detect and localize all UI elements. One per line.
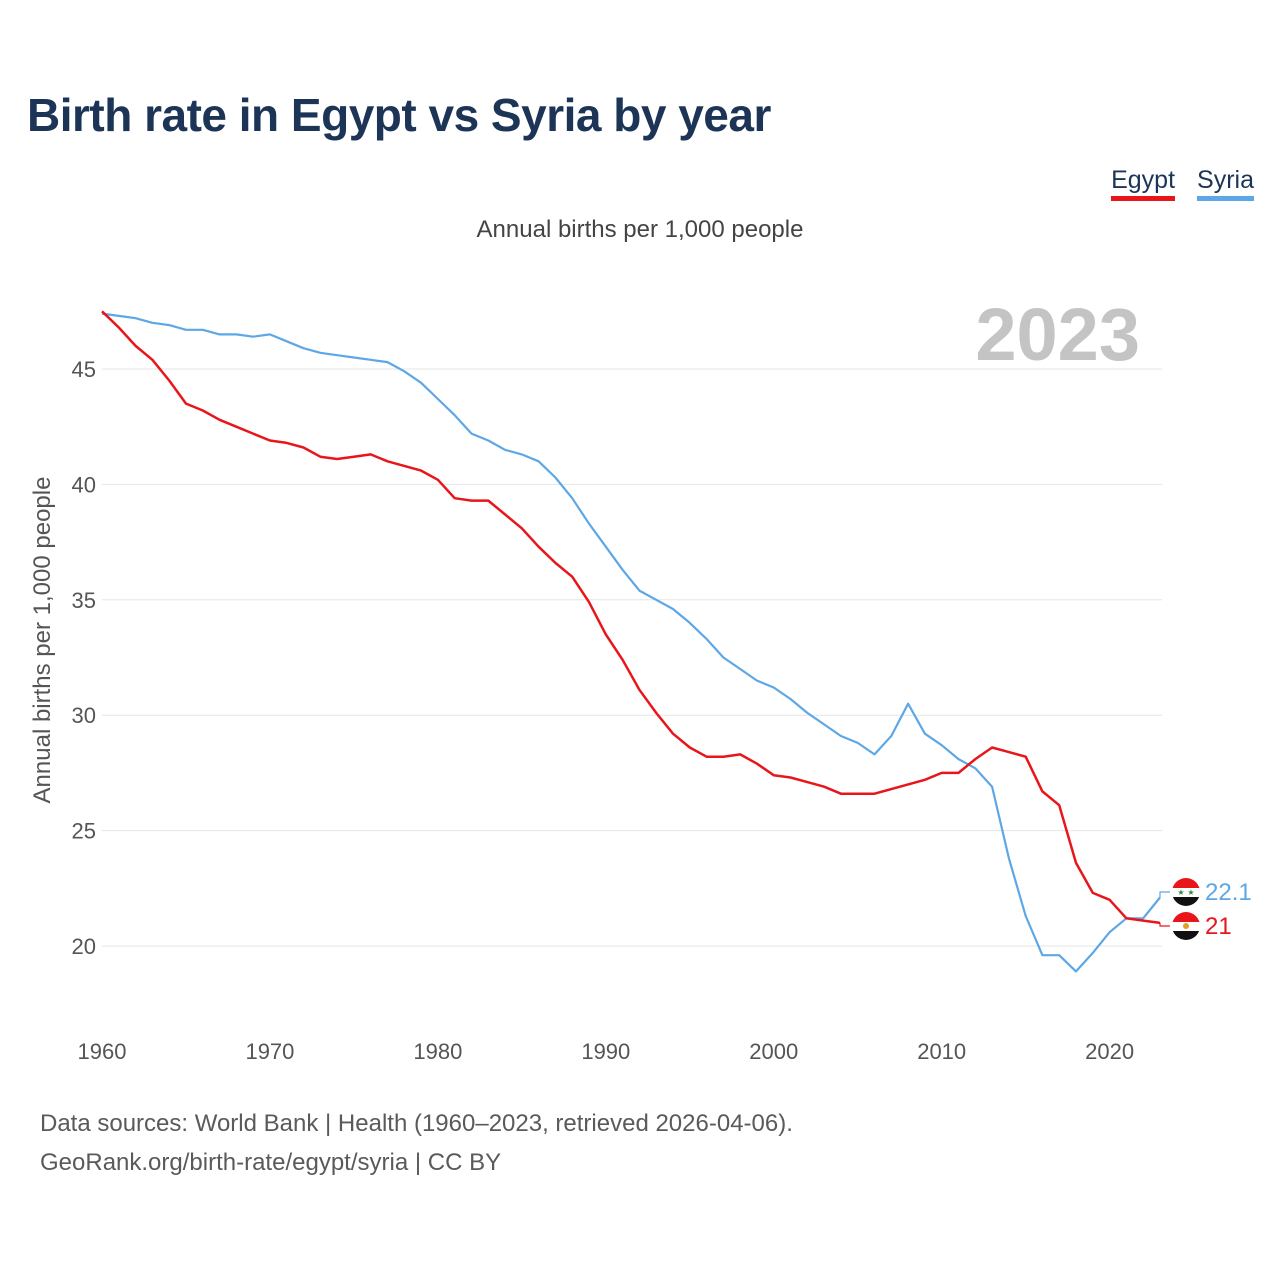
legend-item-egypt[interactable]: Egypt: [1111, 166, 1176, 201]
attribution-link[interactable]: GeoRank.org/birth-rate/egypt/syria | CC …: [40, 1149, 502, 1176]
series-line-syria[interactable]: [101, 312, 1161, 973]
x-tick-label: 1960: [78, 1039, 127, 1064]
year-watermark: 2023: [975, 293, 1140, 376]
svg-text:★: ★: [1177, 888, 1184, 897]
end-labels: ★ ★ 22.1 21: [1172, 878, 1252, 940]
y-tick-label: 25: [72, 819, 96, 844]
end-label-egypt: 21: [1205, 913, 1232, 940]
y-axis-title: Annual births per 1,000 people: [29, 477, 56, 804]
leader-line-egypt: [1159, 922, 1170, 927]
legend: Egypt Syria: [1111, 166, 1254, 201]
x-tick-label: 2000: [749, 1039, 798, 1064]
x-tick-label: 2020: [1085, 1039, 1134, 1064]
y-tick-label: 35: [72, 588, 96, 613]
egypt-flag-icon: [1172, 912, 1200, 940]
x-tick-label: 2010: [917, 1039, 966, 1064]
y-tick-label: 45: [72, 357, 96, 382]
series: [101, 310, 1170, 973]
x-tick-label: 1980: [413, 1039, 462, 1064]
y-tick-label: 40: [72, 472, 96, 497]
data-source-note: Data sources: World Bank | Health (1960–…: [40, 1110, 793, 1137]
leader-line-syria: [1159, 891, 1170, 898]
legend-item-syria[interactable]: Syria: [1197, 166, 1254, 201]
axes: 20 25 30 35 40 45 1960 1970 1980 1990 2000 2010 2020: [72, 357, 1135, 1064]
grid: [102, 368, 1162, 947]
line-chart: 2023 20 25 30 35 40 45 1960 1970 1980 1990 2000 201…: [29, 293, 1252, 1064]
y-tick-label: 30: [72, 703, 96, 728]
x-tick-label: 1990: [581, 1039, 630, 1064]
series-line-egypt[interactable]: [101, 310, 1161, 925]
end-label-syria: 22.1: [1205, 879, 1252, 906]
svg-text:★: ★: [1187, 888, 1194, 897]
y-tick-label: 20: [72, 934, 96, 959]
footer: Data sources: World Bank | Health (1960–…: [40, 1104, 793, 1182]
chart-subtitle: Annual births per 1,000 people: [476, 216, 804, 243]
syria-flag-icon: ★ ★: [1172, 878, 1200, 906]
chart-title: Birth rate in Egypt vs Syria by year: [27, 89, 771, 141]
x-tick-label: 1970: [245, 1039, 294, 1064]
